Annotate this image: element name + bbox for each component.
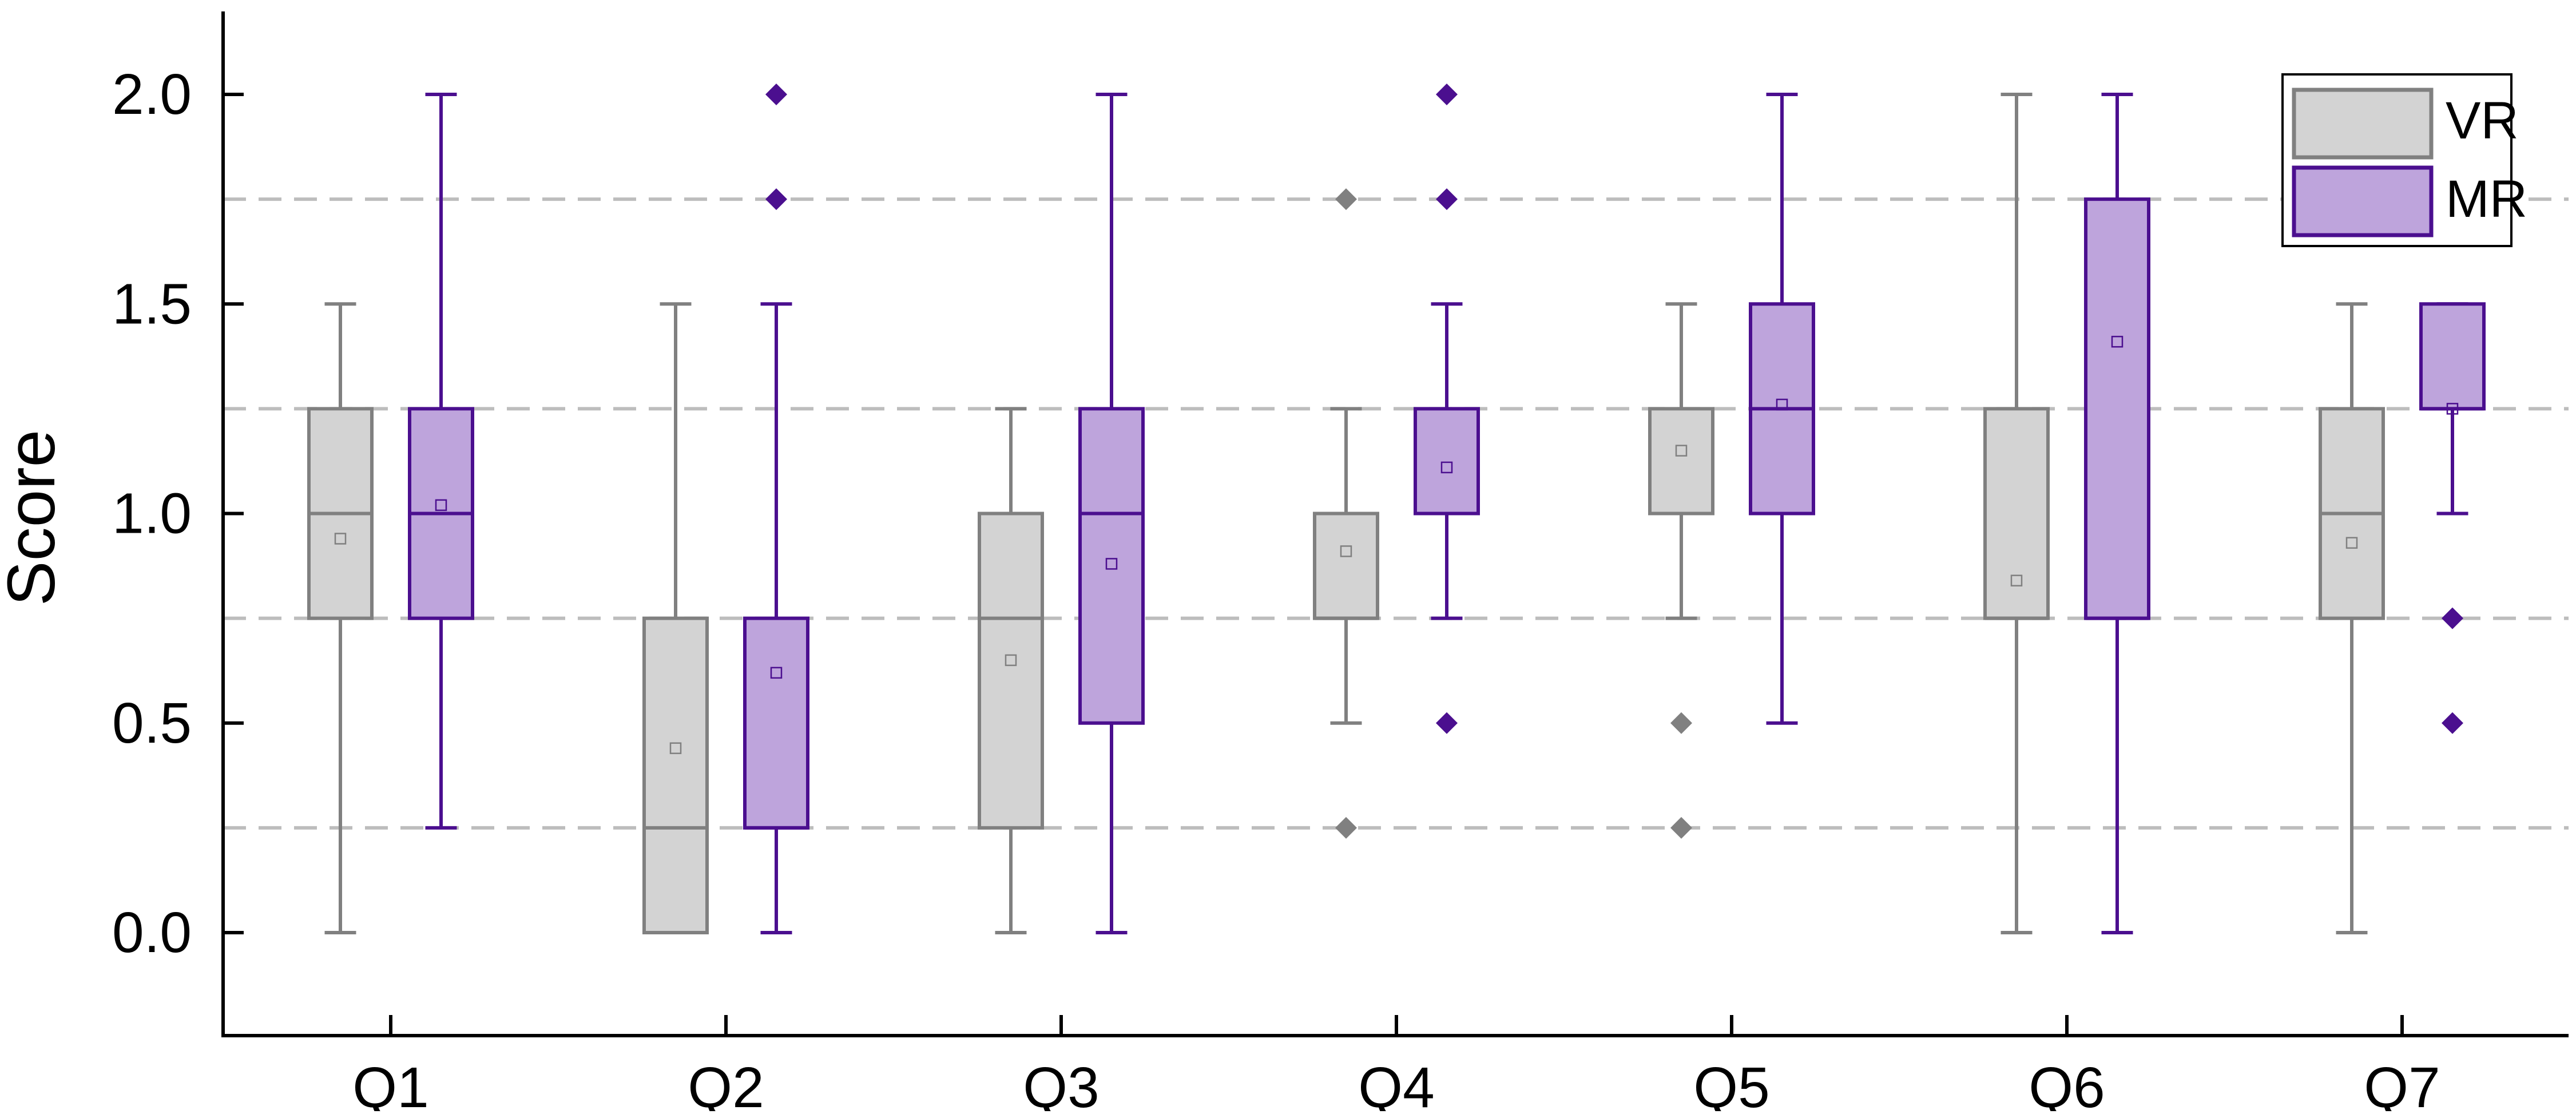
box-mr-q2: [743, 84, 809, 934]
box-iqr: [1983, 407, 2050, 620]
x-tick-label-q5: Q5: [1693, 1056, 1769, 1111]
x-tick-label-q3: Q3: [1023, 1056, 1099, 1111]
mean-marker: [1340, 545, 1352, 557]
outlier-point-0: [1670, 712, 1692, 734]
y-axis-title: Score: [0, 430, 69, 606]
mean-marker: [2446, 403, 2459, 415]
mean-marker: [334, 533, 347, 545]
gridlines: [223, 197, 2569, 830]
outlier-point-0: [2442, 607, 2463, 629]
box-mr-q4: [1414, 84, 1480, 734]
y-tick-label-3: 1.5: [112, 272, 192, 336]
x-tick-label-q4: Q4: [1358, 1056, 1434, 1111]
box-iqr: [1648, 407, 1714, 516]
outlier-point-1: [2442, 712, 2463, 734]
box-iqr: [2084, 197, 2150, 620]
box-mr-q7: [2419, 302, 2486, 734]
mean-marker: [1776, 398, 1788, 411]
legend-label-vr: VR: [2446, 92, 2519, 150]
box-mr-q6: [2084, 93, 2150, 934]
legend: VR MR: [2281, 73, 2527, 247]
mean-marker: [2111, 335, 2123, 348]
mean-marker: [2010, 574, 2023, 586]
box-vr-q7: [2319, 302, 2385, 934]
outlier-point-1: [765, 188, 787, 211]
box-vr-q4: [1313, 188, 1379, 839]
legend-label-mr: MR: [2446, 170, 2527, 228]
box-vr-q2: [642, 302, 709, 934]
x-tick-label-q2: Q2: [688, 1056, 764, 1111]
outlier-point-0: [1335, 188, 1357, 211]
box-mr-q1: [408, 93, 474, 830]
box-iqr: [978, 512, 1044, 830]
outlier-point-1: [1335, 816, 1357, 839]
box-iqr: [743, 616, 809, 830]
box-iqr: [1414, 407, 1480, 516]
outlier-point-0: [765, 84, 787, 105]
x-tick-label-q6: Q6: [2029, 1056, 2105, 1111]
mean-marker: [2345, 537, 2358, 549]
box-vr-q3: [978, 407, 1044, 934]
outlier-point-1: [1436, 188, 1458, 211]
mean-marker: [669, 742, 682, 754]
outlier-point-0: [1436, 84, 1458, 105]
outlier-point-1: [1670, 816, 1692, 839]
box-iqr: [2419, 302, 2486, 411]
y-tick-label-4: 2.0: [112, 62, 192, 126]
y-tick-label-1: 0.5: [112, 691, 192, 755]
box-mr-q5: [1749, 93, 1815, 725]
mean-marker: [770, 667, 783, 679]
box-series: [307, 84, 2486, 934]
y-tick-label-2: 1.0: [112, 482, 192, 546]
legend-swatch-vr: [2292, 88, 2434, 160]
mean-marker: [1005, 654, 1017, 667]
mean-marker: [1675, 445, 1688, 457]
box-iqr: [1313, 512, 1379, 620]
mean-marker: [435, 499, 447, 512]
box-mr-q3: [1078, 93, 1145, 934]
outlier-point-2: [1436, 712, 1458, 734]
box-vr-q6: [1983, 93, 2050, 934]
mean-marker: [1440, 461, 1453, 474]
box-vr-q5: [1648, 302, 1714, 839]
axes: 0.0 0.5 1.0 1.5 2.0 Q1 Q2 Q3 Q4 Q5 Q6 Q7: [112, 11, 2569, 1114]
box-iqr: [642, 616, 709, 934]
mean-marker: [1105, 558, 1118, 570]
y-tick-label-0: 0.0: [112, 901, 192, 965]
x-tick-label-q1: Q1: [352, 1056, 428, 1111]
box-vr-q1: [307, 302, 374, 934]
legend-swatch-mr: [2292, 165, 2434, 237]
x-tick-label-q7: Q7: [2364, 1056, 2440, 1111]
box-iqr: [1078, 407, 1145, 725]
